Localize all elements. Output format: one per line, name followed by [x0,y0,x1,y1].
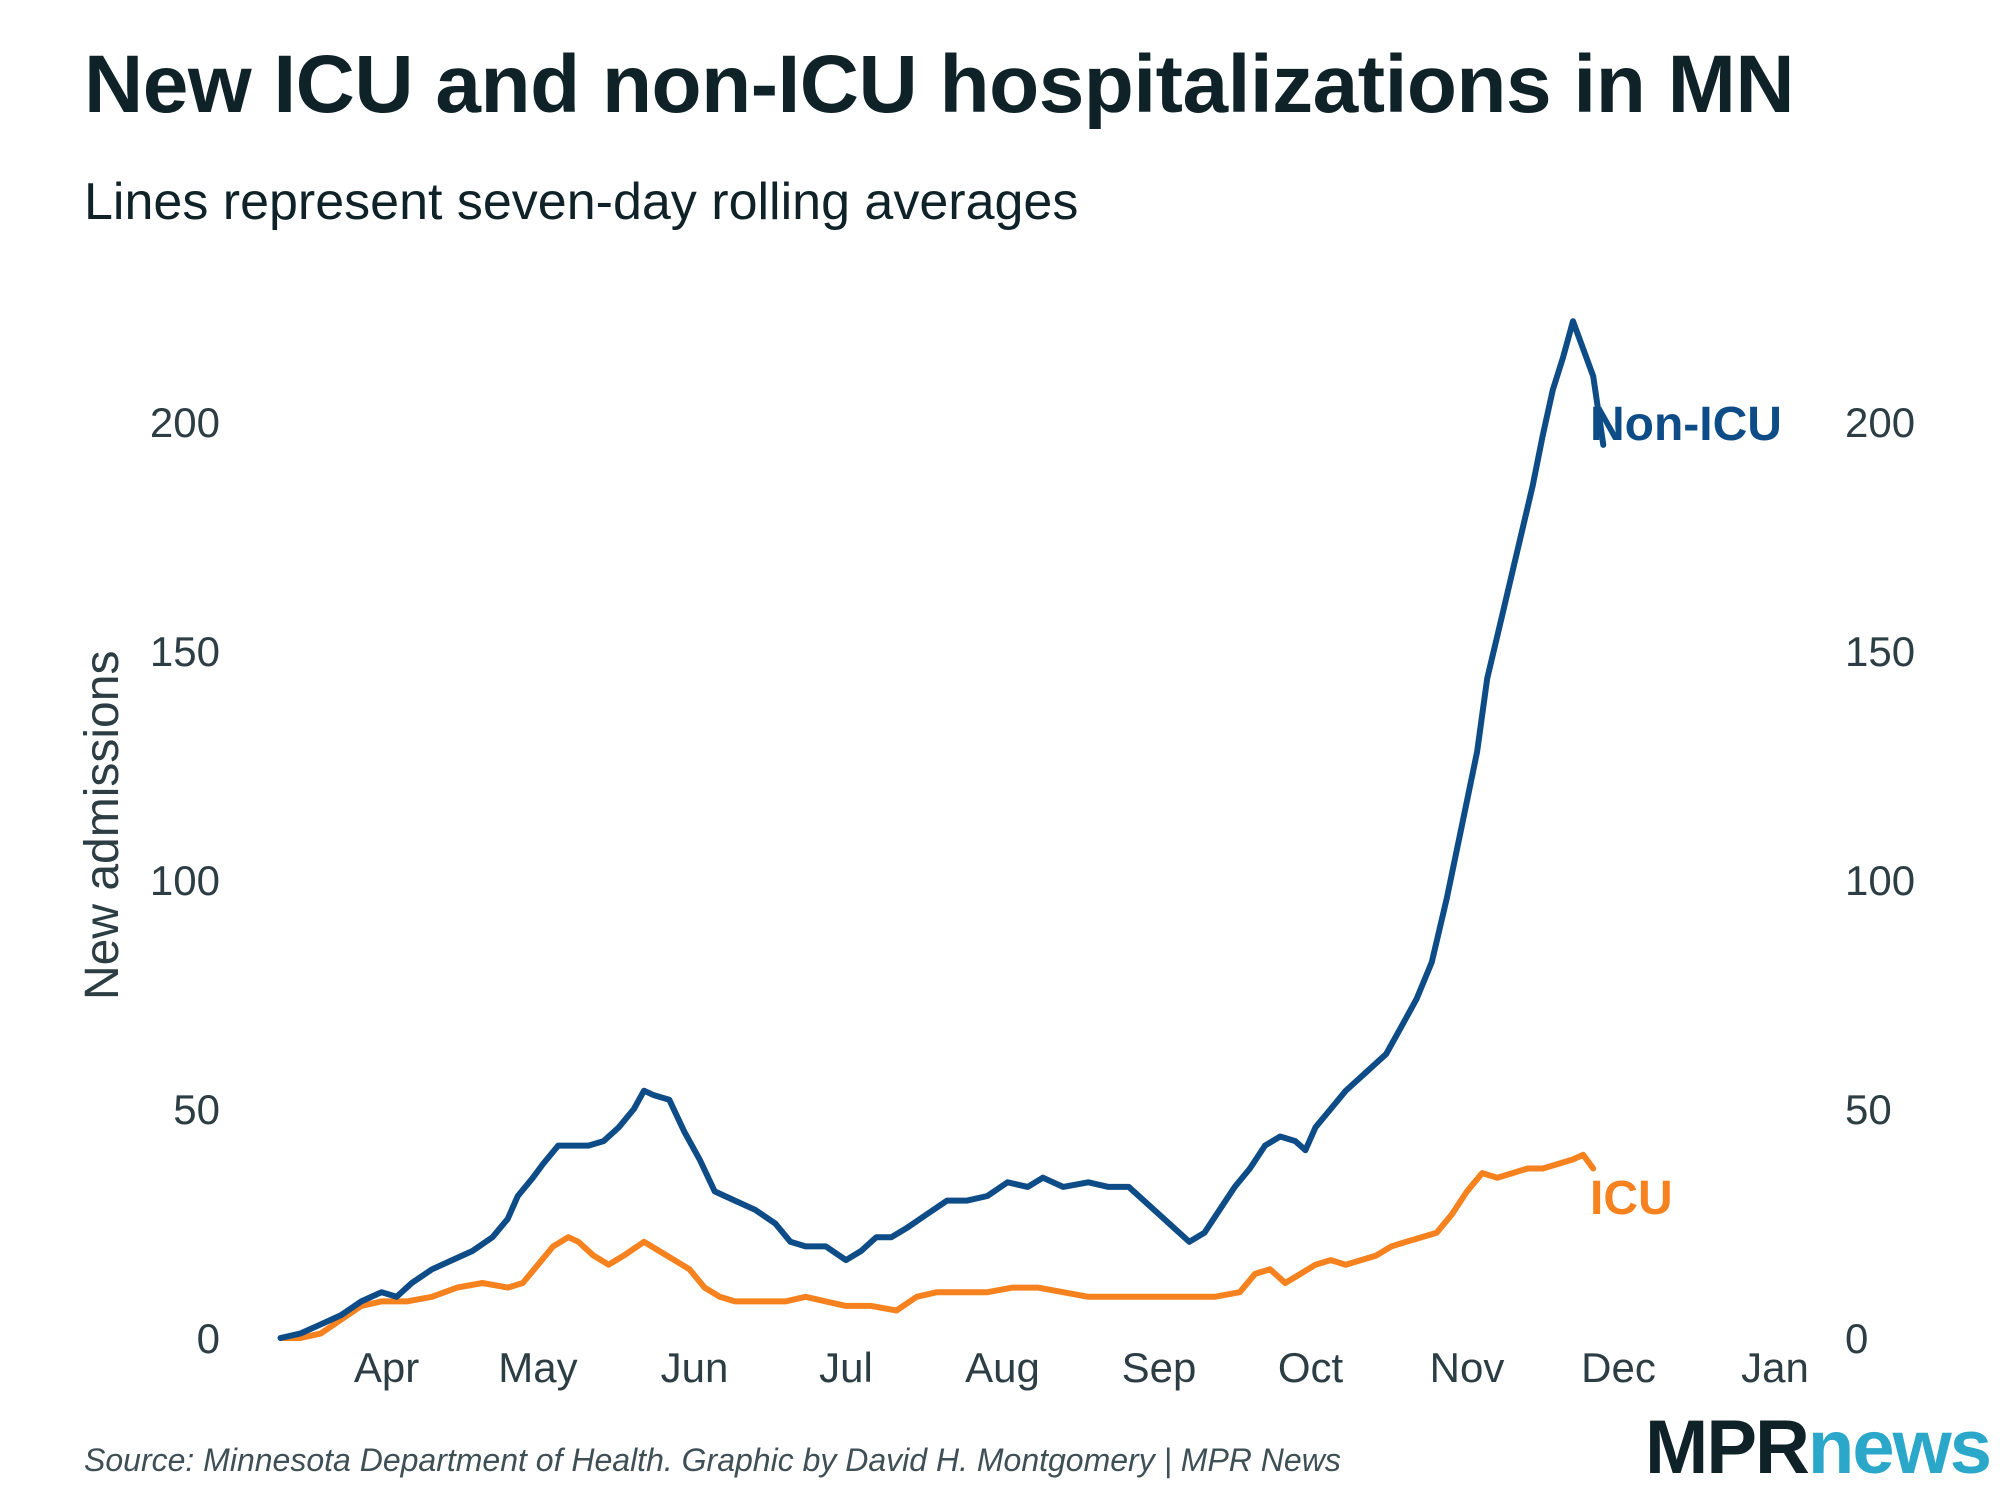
x-axis: Apr May Jun Jul Aug Sep Oct Nov Dec Jan [354,1344,1809,1391]
mpr-news-logo: MPRnews [1645,1410,1992,1486]
chart-subtitle: Lines represent seven-day rolling averag… [84,173,1079,231]
x-tick-label: Jul [819,1344,873,1391]
y-tick-label-right: 50 [1845,1086,1892,1133]
logo-mpr-text: MPR [1645,1405,1810,1490]
y-tick-label-right: 100 [1845,857,1915,904]
x-tick-label: Apr [354,1344,419,1391]
y-tick-label-left: 150 [150,628,220,675]
y-tick-label-right: 200 [1845,399,1915,446]
source-note: Source: Minnesota Department of Health. … [84,1442,1341,1478]
y-axis-label: New admissions [76,651,129,1000]
y-tick-label-left: 50 [173,1086,220,1133]
y-tick-label-left: 200 [150,399,220,446]
icu-label: ICU [1590,1172,1673,1225]
x-tick-label: Oct [1278,1344,1344,1391]
x-tick-label: Dec [1581,1344,1656,1391]
y-tick-label-right: 0 [1845,1315,1868,1362]
x-tick-label: Sep [1122,1344,1197,1391]
y-tick-label-right: 150 [1845,628,1915,675]
non-icu-label: Non-ICU [1590,398,1782,451]
series-lines [277,318,1607,1341]
x-tick-label: Jan [1741,1344,1809,1391]
non-icu-series-line [277,318,1607,1341]
y-axis-right: 0 50 100 150 200 [1845,399,1915,1362]
y-tick-label-left: 0 [197,1315,220,1362]
chart-title: New ICU and non-ICU hospitalizations in … [84,39,1795,130]
icu-series-line [277,1151,1597,1341]
logo-news-text: news [1807,1405,1992,1490]
x-tick-label: Aug [965,1344,1040,1391]
x-tick-label: Nov [1430,1344,1505,1391]
x-tick-label: May [498,1344,577,1391]
y-axis-left: 0 50 100 150 200 [150,399,220,1362]
x-tick-label: Jun [661,1344,729,1391]
y-tick-label-left: 100 [150,857,220,904]
